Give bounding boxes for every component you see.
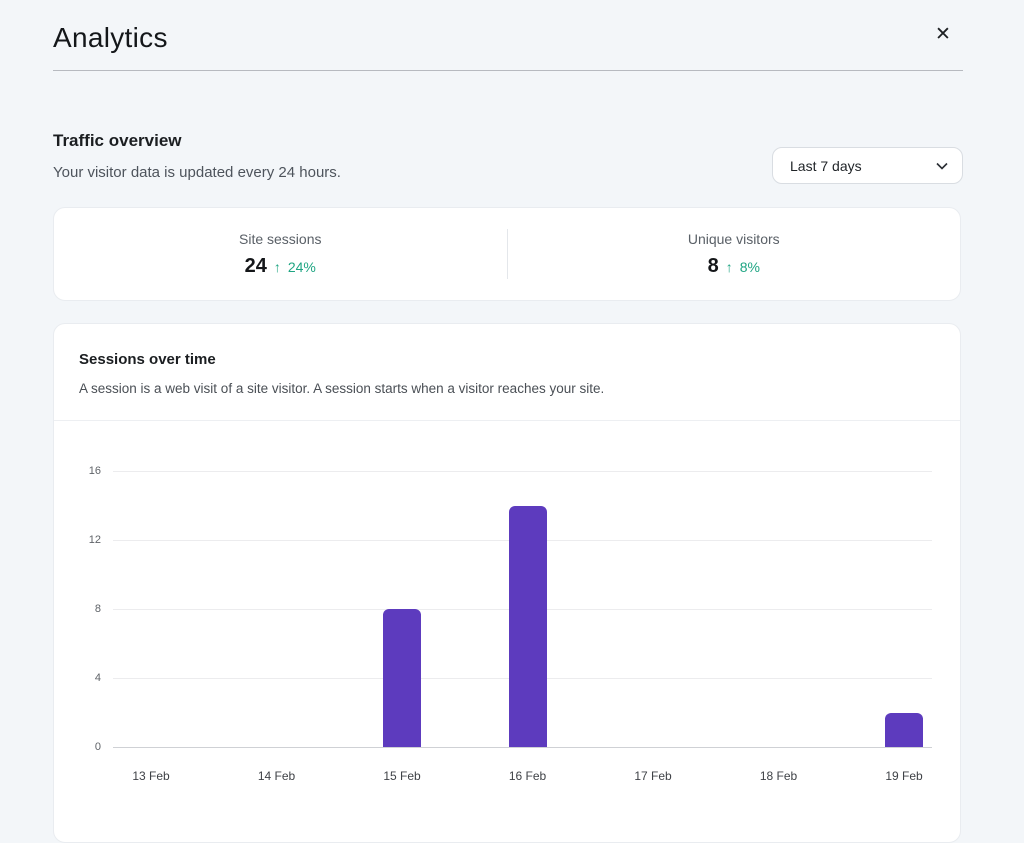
arrow-up-icon: ↑ — [274, 259, 281, 275]
stat-label: Site sessions — [239, 231, 321, 247]
x-tick-label: 19 Feb — [869, 769, 939, 783]
date-range-value: Last 7 days — [790, 158, 862, 174]
sessions-chart-title: Sessions over time — [79, 351, 216, 368]
stat-change: 24% — [288, 259, 316, 275]
stat-label: Unique visitors — [688, 231, 780, 247]
y-tick-label: 12 — [61, 534, 101, 546]
y-gridline — [113, 747, 932, 748]
y-tick-label: 16 — [61, 465, 101, 477]
x-tick-label: 16 Feb — [493, 769, 563, 783]
sessions-chart-description: A session is a web visit of a site visit… — [79, 381, 604, 396]
chart-bar-19-feb[interactable] — [885, 713, 923, 748]
analytics-panel: { "header": { "title": "Analytics", "clo… — [0, 0, 1024, 808]
stat-value: 24 — [245, 255, 267, 278]
y-tick-label: 4 — [61, 672, 101, 684]
y-gridline — [113, 471, 932, 472]
y-tick-label: 0 — [61, 741, 101, 753]
x-tick-label: 17 Feb — [618, 769, 688, 783]
arrow-up-icon: ↑ — [726, 259, 733, 275]
x-tick-label: 18 Feb — [744, 769, 814, 783]
traffic-overview-title: Traffic overview — [53, 131, 182, 151]
chevron-down-icon — [936, 162, 948, 170]
x-tick-label: 13 Feb — [116, 769, 186, 783]
traffic-stats-card: Site sessions 24 ↑ 24% Unique visitors 8… — [53, 207, 961, 301]
x-tick-label: 15 Feb — [367, 769, 437, 783]
y-tick-label: 8 — [61, 603, 101, 615]
stat-change: 8% — [740, 259, 760, 275]
stat-value: 8 — [708, 255, 719, 278]
chart-bar-16-feb[interactable] — [509, 506, 547, 748]
header-divider — [53, 70, 963, 71]
stat-site-sessions: Site sessions 24 ↑ 24% — [54, 208, 507, 300]
stat-unique-visitors: Unique visitors 8 ↑ 8% — [508, 208, 961, 300]
close-icon: ✕ — [935, 24, 951, 45]
sessions-over-time-card: Sessions over time A session is a web vi… — [53, 323, 961, 843]
chart-bar-15-feb[interactable] — [383, 609, 421, 747]
x-tick-label: 14 Feb — [242, 769, 312, 783]
close-button[interactable]: ✕ — [928, 20, 958, 50]
page-title: Analytics — [53, 22, 168, 54]
sessions-chart: 0 4 8 12 16 13 Feb 14 Feb 15 Feb 16 Feb 17 Feb 18 … — [54, 421, 960, 841]
traffic-overview-subtitle: Your visitor data is updated every 24 ho… — [53, 164, 341, 181]
stat-value-row: 24 ↑ 24% — [245, 255, 316, 278]
date-range-select[interactable]: Last 7 days — [772, 147, 963, 184]
stat-value-row: 8 ↑ 8% — [708, 255, 760, 278]
